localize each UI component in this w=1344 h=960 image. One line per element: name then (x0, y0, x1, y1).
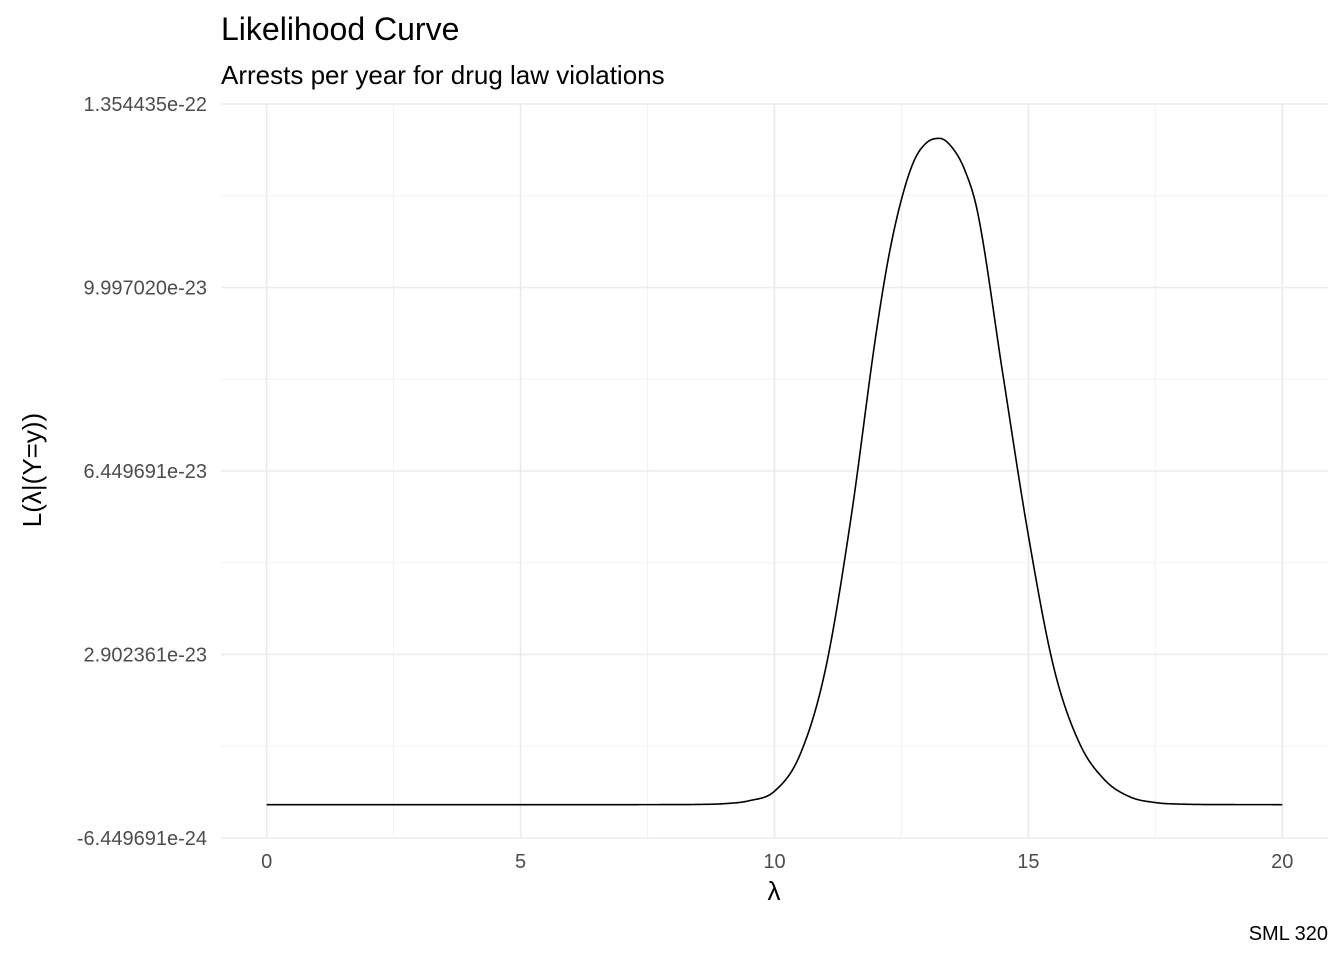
chart-caption: SML 320 (1249, 923, 1328, 945)
y-tick-label: 1.354435e-22 (84, 94, 207, 116)
y-tick-label: -6.449691e-24 (77, 828, 207, 850)
x-tick-label: 20 (1271, 851, 1293, 873)
x-tick-label: 15 (1017, 851, 1039, 873)
y-tick-label: 2.902361e-23 (84, 645, 207, 667)
plot-area (266, 137, 1283, 806)
y-tick-label: 9.997020e-23 (84, 278, 207, 300)
x-tick-label: 0 (261, 851, 272, 873)
x-axis-title: λ (768, 876, 781, 906)
y-axis-ticks: -6.449691e-24 2.902361e-23 6.449691e-23 9.9… (77, 94, 207, 850)
grid (221, 103, 1328, 839)
chart-subtitle: Arrests per year for drug law violations (221, 60, 665, 90)
y-tick-label: 6.449691e-23 (84, 461, 207, 483)
likelihood-curve-line (266, 137, 1283, 806)
x-tick-label: 5 (515, 851, 526, 873)
x-tick-label: 10 (763, 851, 785, 873)
x-axis-ticks: 0 5 10 15 20 (261, 851, 1293, 873)
y-axis-title: L(λ|(Y=y)) (17, 413, 47, 527)
chart-title: Likelihood Curve (221, 11, 459, 47)
